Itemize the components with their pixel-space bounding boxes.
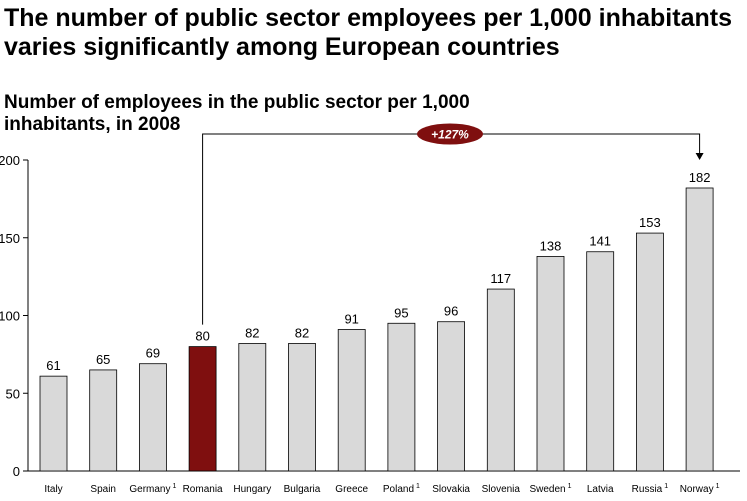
bar-poland: [387, 322, 416, 472]
category-label: Poland 1: [383, 483, 420, 495]
value-label: 65: [96, 352, 110, 367]
value-label: 138: [540, 238, 562, 253]
annotation-arrowhead: [695, 152, 704, 160]
value-label: 95: [394, 305, 408, 320]
y-tick-label: 0: [13, 464, 20, 479]
annotation-badge: [417, 123, 483, 145]
chart-title: Number of employees in the public sector…: [4, 92, 470, 135]
bar-spain: [89, 369, 118, 472]
category-label: Spain: [90, 484, 116, 495]
value-label: 141: [589, 234, 611, 249]
category-label: Russia 1: [632, 483, 669, 495]
bar-norway: [685, 187, 714, 472]
value-label: 80: [195, 329, 209, 344]
category-label: Norway 1: [680, 483, 720, 495]
value-label: 153: [639, 215, 661, 230]
value-label: 91: [344, 311, 358, 326]
bar-italy: [39, 375, 68, 472]
y-tick-label: 200: [0, 153, 20, 168]
category-label: Germany 1: [129, 483, 176, 495]
bar-hungary: [238, 343, 267, 472]
bar-germany: [138, 363, 167, 472]
value-label: 69: [146, 346, 160, 361]
page-headline: The number of public sector employees pe…: [4, 4, 732, 61]
category-label: Sweden 1: [529, 483, 571, 495]
category-label: Latvia: [587, 484, 614, 495]
value-label: 61: [46, 358, 60, 373]
bar-slovenia: [486, 288, 515, 472]
bar-greece: [337, 329, 366, 472]
value-label: 82: [245, 325, 259, 340]
bar-russia: [636, 232, 664, 472]
value-label: 117: [490, 271, 511, 286]
value-label: 82: [295, 325, 309, 340]
bar-bulgaria: [288, 343, 316, 472]
category-label: Slovakia: [432, 484, 470, 495]
category-label: Romania: [183, 484, 223, 495]
category-label: Bulgaria: [284, 484, 321, 495]
y-tick-label: 50: [6, 386, 20, 401]
y-tick-label: 100: [0, 309, 20, 324]
category-label: Italy: [44, 484, 62, 495]
category-label: Slovenia: [482, 484, 521, 495]
bar-romania: [188, 346, 217, 472]
bar-sweden: [536, 256, 565, 472]
bar-latvia: [586, 251, 615, 472]
annotation-bracket: [202, 133, 701, 325]
annotation-badge-label: +127%: [431, 128, 469, 142]
category-label: Hungary: [233, 484, 271, 495]
bar-slovakia: [437, 321, 466, 472]
value-label: 96: [444, 304, 458, 319]
category-label: Greece: [335, 484, 368, 495]
value-label: 182: [689, 170, 711, 185]
y-tick-label: 150: [0, 231, 20, 246]
